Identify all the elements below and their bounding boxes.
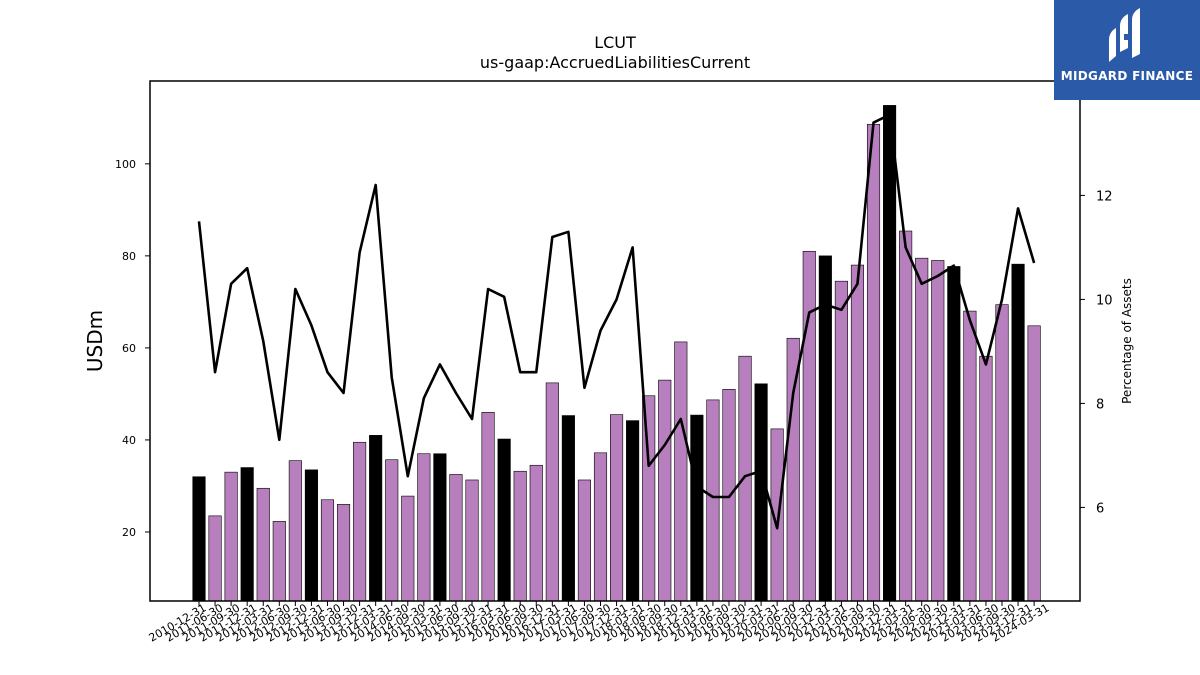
bar bbox=[369, 435, 383, 602]
y-tick-label: 20 bbox=[122, 526, 136, 539]
y-axis-label: USDm bbox=[83, 310, 107, 372]
bar bbox=[288, 460, 302, 602]
bar bbox=[497, 438, 511, 602]
bar bbox=[304, 469, 318, 602]
bar bbox=[433, 453, 447, 602]
bar bbox=[626, 420, 640, 602]
bar bbox=[401, 495, 415, 602]
bar bbox=[915, 257, 929, 602]
y2-tick-label: 12 bbox=[1096, 189, 1113, 204]
bar bbox=[353, 441, 367, 602]
bar bbox=[240, 467, 254, 602]
bar bbox=[931, 260, 945, 602]
bar bbox=[256, 487, 270, 602]
bar bbox=[561, 415, 575, 602]
bar bbox=[1011, 263, 1025, 602]
logo-mark-icon bbox=[1109, 8, 1140, 62]
bar bbox=[208, 515, 222, 602]
chart-title: LCUT bbox=[594, 33, 636, 52]
y-tick-label: 100 bbox=[115, 158, 136, 171]
y-tick-label: 60 bbox=[122, 342, 136, 355]
bar bbox=[545, 382, 559, 602]
y2-tick-label: 10 bbox=[1096, 293, 1113, 308]
bar bbox=[979, 355, 993, 602]
bar bbox=[577, 479, 591, 602]
bar bbox=[963, 310, 977, 602]
bar bbox=[642, 395, 656, 602]
bar bbox=[593, 452, 608, 602]
bar bbox=[192, 476, 206, 602]
bar bbox=[336, 504, 351, 602]
bar bbox=[690, 414, 704, 602]
y2-axis-label: Percentage of Assets bbox=[1120, 278, 1134, 404]
bar bbox=[658, 379, 672, 602]
midgard-finance-logo: MIDGARD FINANCE bbox=[1054, 0, 1200, 100]
logo-text: MIDGARD FINANCE bbox=[1060, 69, 1194, 83]
bar bbox=[674, 341, 688, 602]
bar bbox=[1027, 325, 1041, 602]
bar bbox=[481, 412, 495, 602]
bar bbox=[738, 355, 752, 602]
y-tick-label: 40 bbox=[122, 434, 136, 447]
bar bbox=[850, 264, 865, 602]
bar bbox=[802, 250, 816, 602]
bar bbox=[465, 479, 479, 602]
axes-group: 204060801006810122010-12-312011-06-30201… bbox=[115, 80, 1113, 645]
bar bbox=[754, 383, 768, 602]
bar bbox=[866, 123, 881, 602]
bar bbox=[834, 280, 848, 602]
bar bbox=[995, 304, 1009, 602]
y2-tick-label: 6 bbox=[1096, 501, 1104, 516]
bar bbox=[320, 499, 335, 602]
y-tick-label: 80 bbox=[122, 250, 136, 263]
bar bbox=[272, 521, 286, 602]
bar bbox=[529, 464, 543, 602]
bar bbox=[417, 453, 431, 602]
bar bbox=[947, 266, 961, 602]
bar bbox=[899, 230, 913, 602]
plot-frame bbox=[149, 80, 1081, 602]
bar bbox=[385, 459, 399, 602]
y2-tick-label: 8 bbox=[1096, 397, 1104, 412]
bar bbox=[610, 414, 624, 602]
chart-subtitle: us-gaap:AccruedLiabilitiesCurrent bbox=[480, 53, 750, 72]
bar bbox=[883, 105, 897, 602]
bar bbox=[224, 471, 238, 602]
bar bbox=[449, 474, 463, 602]
line-group bbox=[197, 113, 1036, 530]
bar bbox=[513, 470, 527, 602]
percentage-line bbox=[197, 113, 1036, 530]
bar bbox=[706, 399, 720, 602]
